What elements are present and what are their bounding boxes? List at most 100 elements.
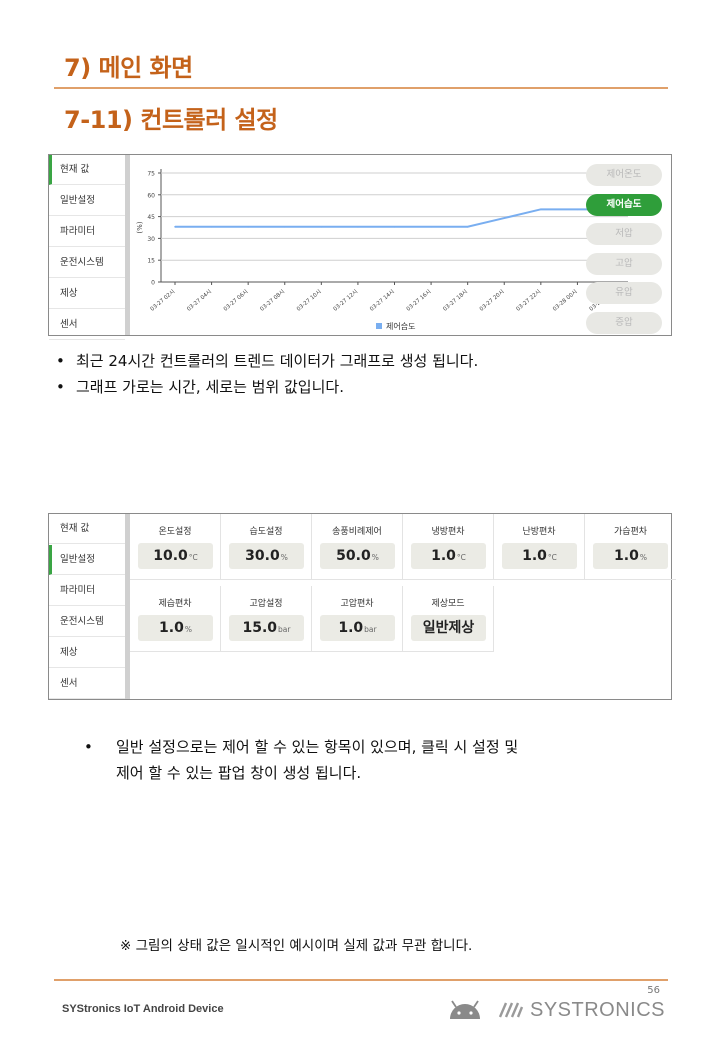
y-tick-label: 45 <box>147 214 155 221</box>
x-tick-label: 03-27 20시 <box>479 289 506 313</box>
systronics-logo-icon <box>498 1002 524 1018</box>
setting-cell[interactable]: 제습편차 1.0% <box>130 586 221 652</box>
setting-unit: % <box>280 553 288 562</box>
settings-grid: 온도설정 10.0°C 습도설정 30.0% 송풍비례제어 50.0% 냉방편차 1.0°C 난… <box>130 514 676 699</box>
sidebar-menu: 현재 값 일반설정 파라미터 운전시스템 제상 센서 <box>49 514 125 699</box>
data-point <box>320 225 323 228</box>
bullet-dot: • <box>84 738 93 756</box>
setting-value-button[interactable]: 1.0% <box>593 543 668 569</box>
bullet-text-continued: 제어 할 수 있는 팝업 창이 생성 됩니다. <box>116 764 362 782</box>
data-point <box>393 225 396 228</box>
setting-label: 난방편차 <box>522 527 556 537</box>
heading-divider <box>54 87 668 89</box>
sidebar-item[interactable]: 제상 <box>49 638 125 668</box>
data-point <box>283 225 286 228</box>
setting-unit: % <box>639 553 647 562</box>
setting-value-button[interactable]: 1.0% <box>138 615 213 641</box>
x-tick-label: 03-28 00시 <box>552 289 579 313</box>
setting-value-button[interactable]: 1.0°C <box>411 543 486 569</box>
x-tick-label: 03-27 12시 <box>333 289 360 313</box>
x-tick-label: 03-27 04시 <box>186 289 213 313</box>
setting-value-button[interactable]: 10.0°C <box>138 543 213 569</box>
setting-label: 온도설정 <box>158 527 192 537</box>
setting-unit: °C <box>188 553 198 562</box>
y-tick-label: 15 <box>147 258 155 265</box>
data-point <box>357 225 359 228</box>
sidebar-item[interactable]: 일반설정 <box>49 186 125 216</box>
sidebar-item[interactable]: 운전시스템 <box>49 607 125 637</box>
legend-swatch <box>376 323 382 329</box>
setting-unit: °C <box>547 553 557 562</box>
sidebar-item[interactable]: 파라미터 <box>49 576 125 606</box>
setting-cell[interactable]: 가습편차 1.0% <box>585 514 676 580</box>
data-point <box>540 208 542 211</box>
data-point <box>576 208 579 211</box>
x-tick-label: 03-27 14시 <box>369 289 396 313</box>
x-tick-label: 03-27 08시 <box>259 289 286 313</box>
data-point <box>174 225 176 228</box>
bullet-text: 일반 설정으로는 제어 할 수 있는 항목이 있으며, 클릭 시 설정 및 <box>116 738 519 756</box>
sidebar-item[interactable]: 파라미터 <box>49 217 125 247</box>
x-tick-label: 03-27 06시 <box>223 289 250 313</box>
setting-label: 냉방편차 <box>431 527 465 537</box>
setting-cell[interactable]: 습도설정 30.0% <box>221 514 312 580</box>
chart-metric-button[interactable]: 유압 <box>586 282 662 304</box>
chart-metric-button[interactable]: 고압 <box>586 252 662 275</box>
sidebar-item[interactable]: 센서 <box>49 669 125 699</box>
data-point <box>503 217 506 219</box>
setting-cell[interactable]: 난방편차 1.0°C <box>494 514 585 580</box>
footer-title: SYStronics IoT Android Device <box>62 1003 224 1015</box>
bullet-dot: • <box>56 352 65 370</box>
x-tick-label: 03-27 16시 <box>406 289 433 313</box>
setting-label: 고압설정 <box>249 599 283 609</box>
bullet-text: 최근 24시간 컨트롤러의 트렌드 데이터가 그래프로 생성 됩니다. <box>76 352 479 370</box>
sidebar-item[interactable]: 운전시스템 <box>49 248 125 278</box>
setting-value-button[interactable]: 50.0% <box>320 543 395 569</box>
x-tick-label: 03-27 22시 <box>515 289 542 313</box>
chart-metric-button[interactable]: 저압 <box>586 223 662 245</box>
sidebar-item[interactable]: 센서 <box>49 310 125 340</box>
setting-label: 송풍비례제어 <box>332 527 382 537</box>
setting-value: 1.0 <box>159 620 184 636</box>
setting-label: 가습편차 <box>613 527 648 537</box>
data-point <box>430 225 432 228</box>
x-tick-label: 03-27 02시 <box>150 289 177 313</box>
sidebar-item[interactable]: 현재 값 <box>49 155 125 185</box>
setting-cell[interactable]: 냉방편차 1.0°C <box>403 514 494 580</box>
setting-value: 1.0 <box>614 548 639 564</box>
disclaimer-note: ※ 그림의 상태 값은 일시적인 예시이며 실제 값과 무관 합니다. <box>120 938 473 954</box>
trend-chart: 0 15 30 45 60 75 (%) 03-27 02시 03-27 04시 03-27 06… <box>136 169 628 331</box>
sidebar-item[interactable]: 현재 값 <box>49 514 125 544</box>
brand-wordmark: SYSTRONICS <box>530 999 666 1021</box>
sidebar-menu: 현재 값 일반설정 파라미터 운전시스템 제상 센서 <box>49 155 125 340</box>
android-icon <box>450 1000 480 1019</box>
y-tick-label: 60 <box>147 192 155 199</box>
setting-cell[interactable]: 고압설정 15.0bar <box>221 586 312 652</box>
setting-value: 10.0 <box>153 548 188 564</box>
setting-value-button[interactable]: 일반제상 <box>411 615 486 641</box>
setting-cell[interactable]: 송풍비례제어 50.0% <box>312 514 403 580</box>
setting-cell[interactable]: 온도설정 10.0°C <box>130 514 221 580</box>
setting-unit: % <box>371 553 379 562</box>
setting-value: 15.0 <box>242 620 278 636</box>
setting-value: 1.0 <box>522 548 547 564</box>
chart-metric-button[interactable]: 제어습도 <box>586 193 662 216</box>
setting-value: 50.0 <box>336 548 371 564</box>
setting-value-button[interactable]: 15.0bar <box>229 615 304 641</box>
setting-cell[interactable]: 고압편차 1.0bar <box>312 586 403 652</box>
setting-value-button[interactable]: 30.0% <box>229 543 304 569</box>
setting-value-button[interactable]: 1.0bar <box>320 615 395 641</box>
sidebar-item[interactable]: 제상 <box>49 279 125 309</box>
setting-unit: °C <box>456 553 466 562</box>
setting-value-button[interactable]: 1.0°C <box>502 543 577 569</box>
chart-metric-button[interactable]: 증압 <box>586 311 662 334</box>
setting-unit: bar <box>364 625 377 634</box>
sidebar-item[interactable]: 일반설정 <box>49 545 125 575</box>
sidebar-divider <box>125 514 130 699</box>
data-point <box>466 225 469 228</box>
general-settings-panel: 현재 값 일반설정 파라미터 운전시스템 제상 센서 온도설정 10.0°C 습도설정 30.0… <box>48 513 676 700</box>
chart-metric-button[interactable]: 제어온도 <box>586 164 662 186</box>
setting-label: 제상모드 <box>431 599 465 609</box>
setting-value: 일반제상 <box>422 620 475 636</box>
